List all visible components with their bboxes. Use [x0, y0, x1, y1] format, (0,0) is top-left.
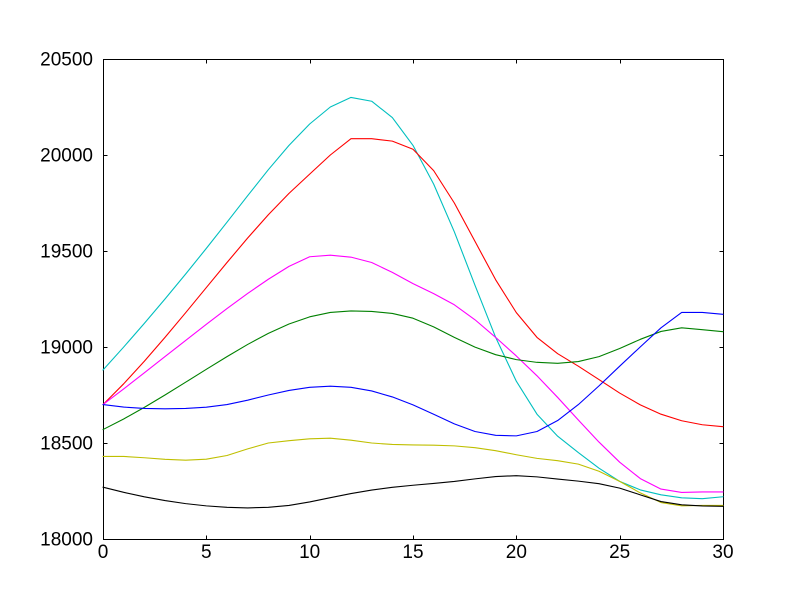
svg-text:20500: 20500 — [40, 50, 93, 71]
svg-text:19500: 19500 — [40, 242, 93, 263]
svg-text:18500: 18500 — [40, 434, 93, 455]
svg-text:0: 0 — [98, 542, 109, 563]
svg-text:25: 25 — [609, 542, 630, 563]
svg-text:15: 15 — [402, 542, 423, 563]
svg-text:5: 5 — [201, 542, 212, 563]
svg-text:19000: 19000 — [40, 338, 93, 359]
svg-text:18000: 18000 — [40, 530, 93, 551]
svg-text:10: 10 — [299, 542, 320, 563]
svg-text:30: 30 — [712, 542, 733, 563]
svg-text:20: 20 — [506, 542, 527, 563]
svg-text:20000: 20000 — [40, 146, 93, 167]
